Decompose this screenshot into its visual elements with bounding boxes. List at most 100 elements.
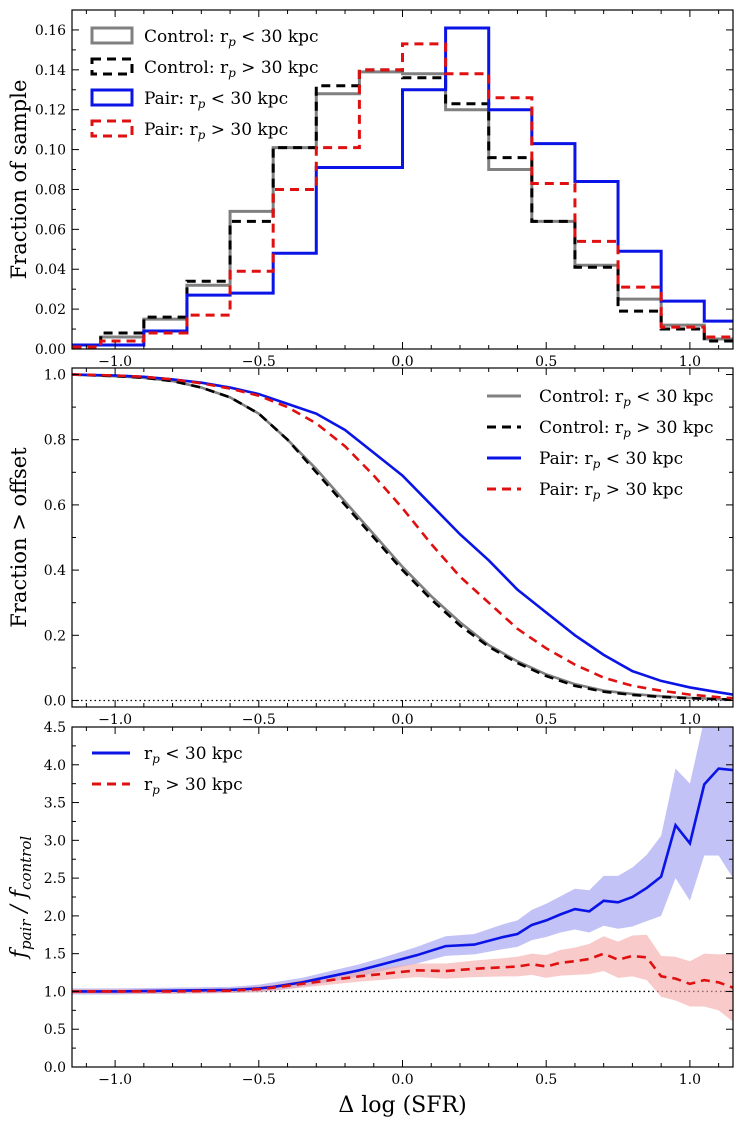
legend-label: Pair: rp > 30 kpc (144, 120, 288, 142)
x-tick-label: −1.0 (98, 354, 132, 370)
y-axis-label: fpair / fcontrol (7, 836, 35, 961)
band-series-1 (72, 934, 733, 1022)
legend-item: rp < 30 kpc (92, 744, 243, 766)
panel-top: −1.0 −0.5 0.0 0.5 1.0 0.00 0.02 0.04 0.06 0.08 0.1… (7, 9, 734, 370)
y-tick-label: 1.0 (44, 368, 66, 384)
y-tick-label: 0.16 (35, 23, 66, 39)
y-tick-label: 2.5 (44, 871, 66, 887)
legend-label-sub: p (623, 395, 631, 409)
x-tick-label: −0.5 (242, 354, 276, 370)
legend-item: Pair: rp < 30 kpc (487, 449, 683, 471)
y-tick-label: 3.5 (44, 796, 66, 812)
y-tick-label: 2.0 (44, 909, 66, 925)
legend-label: Control: rp < 30 kpc (144, 27, 319, 49)
legend-label-sub: p (152, 752, 160, 766)
y-tick-label: 0.06 (35, 222, 66, 238)
y-tick-label: 0.2 (44, 628, 66, 644)
legend-item: Pair: rp < 30 kpc (90, 88, 288, 111)
x-axis-label: Δ log (SFR) (338, 1093, 466, 1118)
plot-area (72, 727, 733, 1022)
legend-label-main: Control: r (144, 58, 229, 78)
legend-label-sub: p (623, 426, 631, 440)
legend-item: Pair: rp > 30 kpc (487, 480, 683, 502)
legend-label: Control: rp < 30 kpc (539, 387, 714, 409)
x-tick-label: 0.5 (535, 1072, 557, 1088)
line-series-3 (72, 373, 733, 700)
legend-label-rest: > 30 kpc (160, 775, 243, 795)
legend-label: Pair: rp < 30 kpc (144, 89, 288, 111)
y-tick-label: 0.0 (44, 1060, 66, 1076)
y-tick-label: 0.04 (35, 262, 66, 278)
legend-label: Control: rp > 30 kpc (144, 58, 319, 80)
x-tick-label: 1.0 (679, 712, 701, 728)
legend-label-main: Pair: r (144, 89, 199, 109)
legend-swatch (90, 57, 134, 76)
x-tick-label: 0.0 (391, 354, 413, 370)
legend-item: rp > 30 kpc (92, 775, 243, 797)
x-tick-label: −1.0 (98, 712, 132, 728)
legend-item: Pair: rp > 30 kpc (90, 119, 288, 142)
legend-item: Control: rp < 30 kpc (90, 26, 319, 49)
y-axis-label: Fraction of sample (7, 80, 31, 280)
legend-label-rest: > 30 kpc (236, 58, 319, 78)
legend-label: rp < 30 kpc (144, 744, 243, 766)
legend-label-sub: p (198, 97, 206, 111)
hist-series-2 (72, 26, 733, 347)
legend-label: rp > 30 kpc (144, 775, 243, 797)
y-axis-label: Fraction > offset (7, 447, 31, 628)
legend-label-main: Pair: r (539, 449, 594, 469)
x-tick-label: −1.0 (98, 1072, 132, 1088)
y-label-sub: pair (17, 919, 35, 950)
y-tick-label: 1.0 (44, 984, 66, 1000)
legend-label-main: Control: r (144, 27, 229, 47)
y-tick-label: 0.08 (35, 182, 66, 198)
legend-swatch (90, 26, 134, 45)
legend-label-rest: < 30 kpc (205, 89, 288, 109)
legend-label-sub: p (593, 457, 601, 471)
legend-label-rest: > 30 kpc (631, 418, 714, 438)
y-tick-label: 0.02 (35, 302, 66, 318)
x-tick-label: 0.5 (535, 354, 557, 370)
y-tick-label: 0.4 (44, 563, 66, 579)
y-tick-label: 4.0 (44, 758, 66, 774)
legend-label-main: Pair: r (144, 120, 199, 140)
legend-label-rest: < 30 kpc (600, 449, 683, 469)
legend-label-rest: < 30 kpc (631, 387, 714, 407)
legend-item: Control: rp > 30 kpc (90, 57, 319, 80)
legend-label-rest: > 30 kpc (205, 120, 288, 140)
legend-swatch (90, 119, 134, 138)
y-label-sep: / f (7, 886, 32, 919)
legend-label-rest: > 30 kpc (600, 480, 683, 500)
x-tick-label: 0.0 (391, 1072, 413, 1088)
legend-label: Pair: rp < 30 kpc (539, 449, 683, 471)
hist-series-1 (72, 68, 733, 347)
x-tick-label: −0.5 (242, 712, 276, 728)
hist-series-0 (72, 70, 733, 347)
y-tick-label: 0.12 (35, 103, 66, 119)
legend-swatch (90, 88, 134, 107)
y-tick-label: 0.10 (35, 143, 66, 159)
line-series-1 (72, 373, 733, 701)
legend-label-sub: p (198, 128, 206, 142)
x-tick-label: −0.5 (242, 1072, 276, 1088)
legend-label: Pair: rp > 30 kpc (539, 480, 683, 502)
y-tick-label: 3.0 (44, 833, 66, 849)
band-series-0 (72, 727, 733, 995)
legend-label: Control: rp > 30 kpc (539, 418, 714, 440)
legend-label-rest: < 30 kpc (160, 744, 243, 764)
x-tick-label: 0.5 (535, 712, 557, 728)
legend-label-sub: p (228, 66, 236, 80)
legend-label-sub: p (593, 488, 601, 502)
x-tick-label: 1.0 (679, 354, 701, 370)
hist-series-3 (72, 42, 733, 349)
legend-label-sub: p (152, 783, 160, 797)
x-tick-label: 1.0 (679, 1072, 701, 1088)
panel-bottom: −1.0 −0.5 0.0 0.5 1.0 0.0 0.5 1.0 1.5 2.0 2.5 3.0 3.… (7, 720, 734, 1088)
legend-label-main: r (144, 744, 153, 764)
legend-label-rest: < 30 kpc (236, 27, 319, 47)
legend-label-main: Control: r (539, 387, 624, 407)
y-tick-label: 1.5 (44, 947, 66, 963)
